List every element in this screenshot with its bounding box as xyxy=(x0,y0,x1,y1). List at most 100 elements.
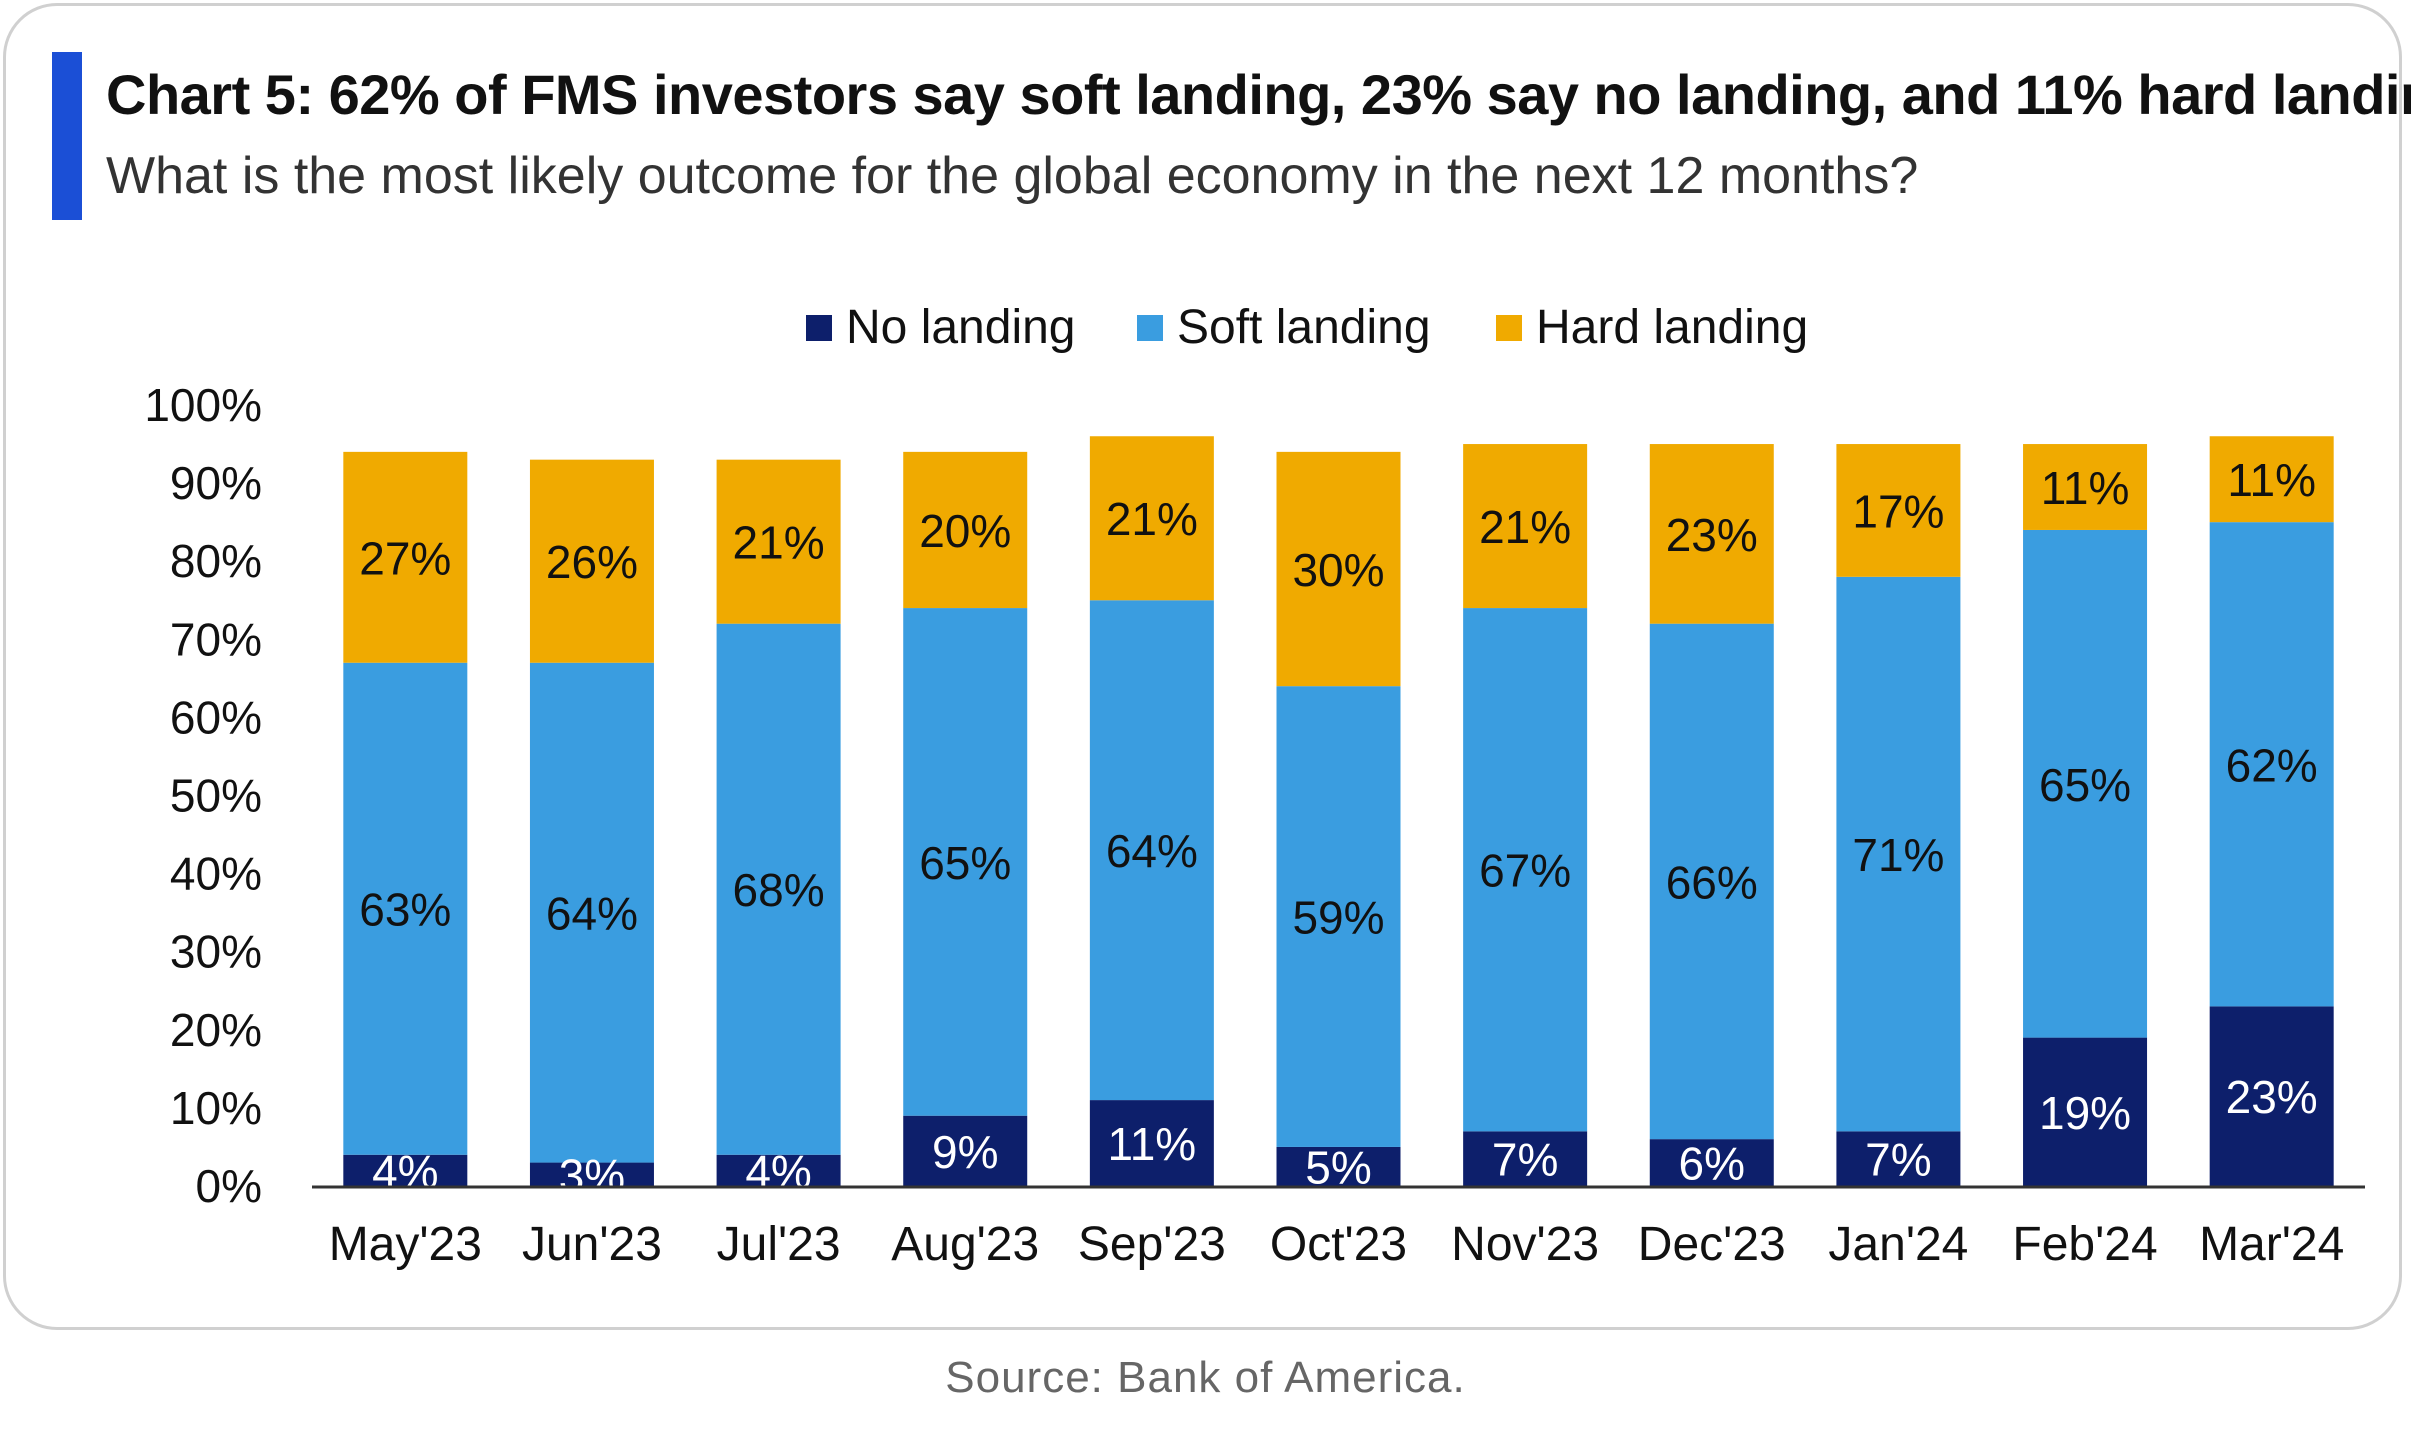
bar-segment-hard-landing xyxy=(716,459,841,624)
legend-label-hard-landing: Hard landing xyxy=(1536,301,1809,354)
bar-segment-no-landing xyxy=(1276,1146,1401,1186)
bar-segment-soft-landing xyxy=(1649,623,1774,1140)
y-tick-label: 70% xyxy=(170,613,262,665)
data-label-hard-landing: 23% xyxy=(1666,509,1758,561)
legend-label-soft-landing: Soft landing xyxy=(1177,301,1431,354)
data-label-hard-landing: 21% xyxy=(1106,493,1198,545)
x-tick-label: Feb'24 xyxy=(2012,1218,2157,1271)
data-label-no-landing: 7% xyxy=(1865,1134,1931,1186)
y-tick-label: 90% xyxy=(170,457,262,509)
bar-segment-no-landing xyxy=(1649,1139,1774,1186)
bar-segment-no-landing xyxy=(529,1162,654,1186)
chart-subtitle: What is the most likely outcome for the … xyxy=(106,147,1919,205)
data-label-hard-landing: 21% xyxy=(1479,501,1571,553)
data-label-no-landing: 5% xyxy=(1305,1141,1371,1193)
bar-segment-hard-landing xyxy=(1836,444,1961,577)
x-tick-label: Aug'23 xyxy=(891,1218,1039,1271)
bar-segment-no-landing xyxy=(1836,1131,1961,1186)
x-tick-label: Oct'23 xyxy=(1270,1218,1407,1271)
data-label-soft-landing: 64% xyxy=(546,888,638,940)
bar-segment-soft-landing xyxy=(1276,686,1401,1147)
data-label-no-landing: 4% xyxy=(745,1145,811,1197)
bar-segment-no-landing xyxy=(716,1154,841,1186)
data-label-hard-landing: 11% xyxy=(2041,462,2130,514)
data-label-soft-landing: 63% xyxy=(359,884,451,936)
bar-segment-hard-landing xyxy=(903,451,1028,609)
bar-segment-hard-landing xyxy=(2023,444,2148,530)
y-tick-label: 100% xyxy=(144,379,262,431)
bar-segment-hard-landing xyxy=(529,459,654,663)
stacked-bar-chart: 0% 10% 20% 30% 40% 50% 60% 70% 80% 90% 100% 4% 63% 27… xyxy=(144,379,2365,1271)
data-label-soft-landing: 67% xyxy=(1479,845,1571,897)
legend-swatch-no-landing xyxy=(806,314,832,341)
data-label-no-landing: 11% xyxy=(1108,1118,1197,1170)
y-tick-label: 20% xyxy=(170,1004,262,1056)
bar-segment-soft-landing xyxy=(2209,522,2334,1007)
data-label-soft-landing: 62% xyxy=(2226,739,2318,791)
y-tick-label: 80% xyxy=(170,535,262,587)
x-tick-label: May'23 xyxy=(329,1218,482,1271)
bar-segment-hard-landing xyxy=(1089,436,1214,601)
data-label-hard-landing: 27% xyxy=(359,532,451,584)
data-label-soft-landing: 68% xyxy=(733,864,825,916)
data-label-no-landing: 9% xyxy=(932,1126,998,1178)
data-label-hard-landing: 21% xyxy=(733,517,825,569)
bar-segment-no-landing xyxy=(1463,1131,1588,1186)
data-label-soft-landing: 59% xyxy=(1292,892,1384,944)
bar-segment-no-landing xyxy=(2023,1037,2148,1186)
data-label-hard-landing: 11% xyxy=(2227,454,2316,506)
bar-segment-no-landing xyxy=(343,1154,468,1186)
data-label-soft-landing: 66% xyxy=(1666,856,1758,908)
y-tick-label: 60% xyxy=(170,691,262,743)
legend-label-no-landing: No landing xyxy=(846,301,1076,354)
data-label-no-landing: 6% xyxy=(1679,1138,1745,1190)
title-accent-bar xyxy=(52,52,82,220)
legend-item-hard-landing: Hard landing xyxy=(1496,300,1808,355)
bar-segment-soft-landing xyxy=(903,608,1028,1116)
x-tick-label: Mar'24 xyxy=(2199,1218,2344,1271)
data-label-no-landing: 3% xyxy=(559,1149,625,1201)
x-tick-label: Jan'24 xyxy=(1828,1218,1968,1271)
x-tick-label: Dec'23 xyxy=(1638,1218,1786,1271)
y-tick-label: 50% xyxy=(170,770,262,822)
bar-segment-soft-landing xyxy=(529,662,654,1163)
data-label-hard-landing: 26% xyxy=(546,536,638,588)
bar-segment-no-landing xyxy=(903,1115,1028,1186)
chart-legend: No landing Soft landing Hard landing xyxy=(0,300,2411,370)
bar-segment-soft-landing xyxy=(1089,600,1214,1101)
bar-segment-soft-landing xyxy=(343,662,468,1155)
bar-segment-hard-landing xyxy=(1649,444,1774,624)
y-tick-label: 0% xyxy=(196,1160,262,1212)
y-tick-label: 40% xyxy=(170,848,262,900)
bar-segment-hard-landing xyxy=(1276,451,1401,687)
bar-segment-soft-landing xyxy=(716,623,841,1155)
data-label-soft-landing: 71% xyxy=(1852,829,1944,881)
data-label-soft-landing: 64% xyxy=(1106,825,1198,877)
bar-segment-soft-landing xyxy=(2023,529,2148,1038)
bar-segment-hard-landing xyxy=(343,451,468,663)
bar-segment-no-landing xyxy=(1089,1100,1214,1186)
bar-segment-no-landing xyxy=(2209,1006,2334,1186)
legend-item-no-landing: No landing xyxy=(806,300,1076,355)
x-tick-label: Sep'23 xyxy=(1078,1218,1226,1271)
source-note: Source: Bank of America. xyxy=(945,1353,1466,1402)
data-label-hard-landing: 20% xyxy=(919,505,1011,557)
data-label-hard-landing: 17% xyxy=(1852,485,1944,537)
data-label-no-landing: 19% xyxy=(2039,1087,2131,1139)
x-tick-label: Nov'23 xyxy=(1451,1218,1599,1271)
data-label-soft-landing: 65% xyxy=(919,837,1011,889)
data-label-soft-landing: 65% xyxy=(2039,759,2131,811)
bar-segment-hard-landing xyxy=(2209,436,2334,523)
chart-title: Chart 5: 62% of FMS investors say soft l… xyxy=(106,63,2411,126)
y-tick-label: 30% xyxy=(170,926,262,978)
legend-swatch-soft-landing xyxy=(1137,314,1163,341)
data-label-no-landing: 4% xyxy=(372,1145,438,1197)
x-tick-label: Jun'23 xyxy=(522,1218,662,1271)
bar-segment-soft-landing xyxy=(1836,576,1961,1132)
legend-item-soft-landing: Soft landing xyxy=(1137,300,1431,355)
data-label-no-landing: 7% xyxy=(1492,1134,1558,1186)
legend-swatch-hard-landing xyxy=(1496,314,1522,341)
x-tick-label: Jul'23 xyxy=(717,1218,841,1271)
data-label-hard-landing: 30% xyxy=(1292,544,1384,596)
data-label-no-landing: 23% xyxy=(2226,1071,2318,1123)
